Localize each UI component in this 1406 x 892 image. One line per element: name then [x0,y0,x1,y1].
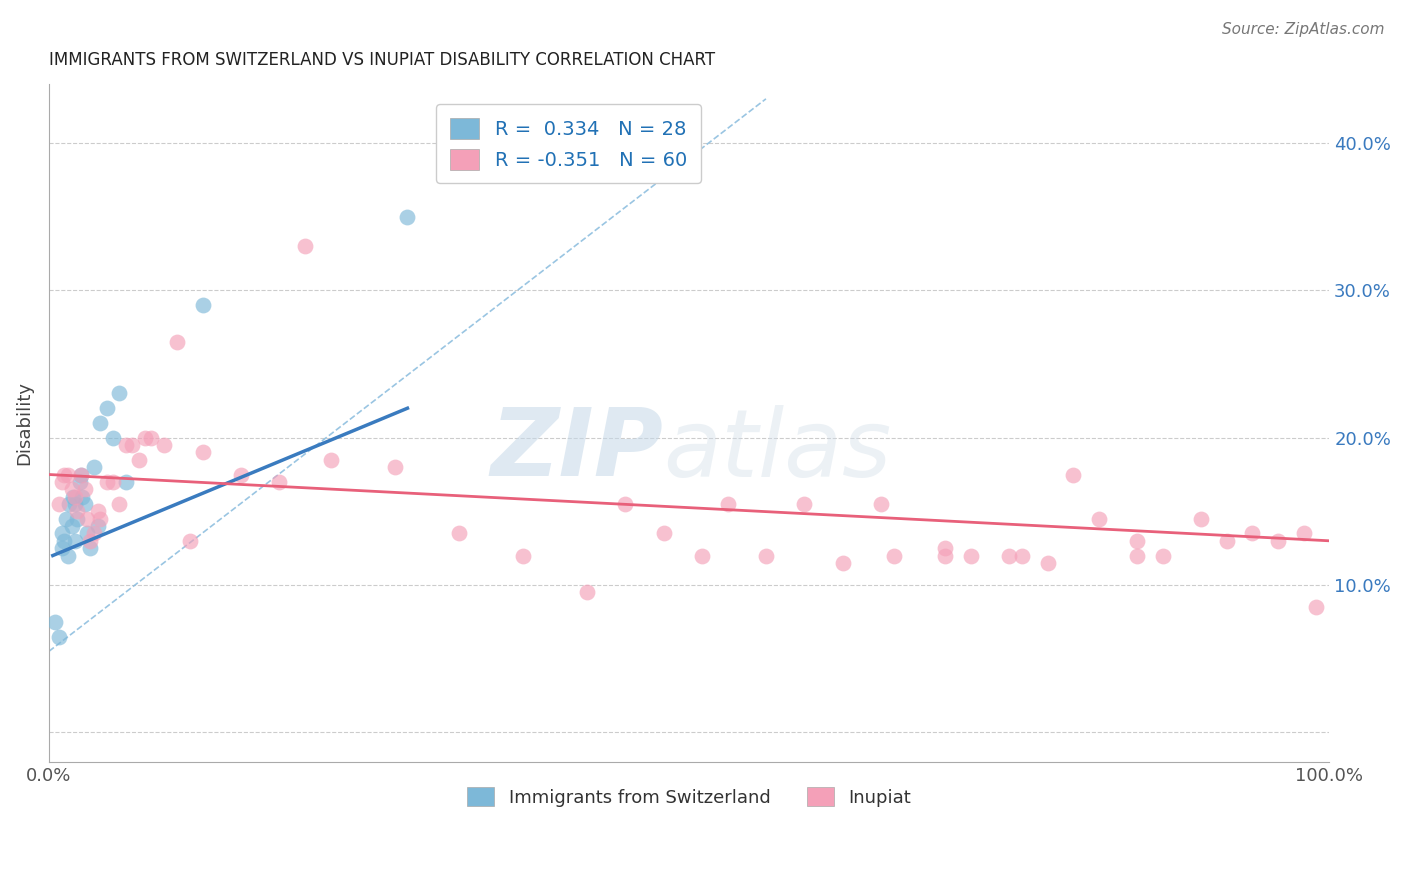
Point [575,585,598,599]
Point [63,490,86,504]
Point [883,549,905,563]
Point [1292,526,1315,541]
Point [831,556,853,570]
Point [1036,556,1059,570]
Point [614,497,637,511]
Point [179,533,201,548]
Point [51,526,73,541]
Point [79,541,101,556]
Point [58,497,80,511]
Point [1152,549,1174,563]
Point [72,490,94,504]
Point [53,467,76,482]
Point [96,475,118,489]
Point [63,497,86,511]
Point [934,541,956,556]
Point [114,475,136,489]
Point [755,549,778,563]
Point [63,533,86,548]
Point [128,452,150,467]
Point [396,210,419,224]
Point [1088,512,1111,526]
Point [76,512,98,526]
Point [108,386,131,401]
Point [86,504,108,518]
Point [108,497,131,511]
Point [66,512,89,526]
Point [716,497,738,511]
Point [83,460,105,475]
Point [86,519,108,533]
Text: Source: ZipAtlas.com: Source: ZipAtlas.com [1222,22,1385,37]
Point [934,549,956,563]
Point [1189,512,1212,526]
Point [512,549,534,563]
Point [1305,600,1327,615]
Point [55,512,77,526]
Point [319,452,342,467]
Point [51,475,73,489]
Point [114,438,136,452]
Point [1062,467,1084,482]
Point [870,497,893,511]
Point [101,475,124,489]
Point [998,549,1021,563]
Point [48,630,70,644]
Legend: Immigrants from Switzerland, Inupiat: Immigrants from Switzerland, Inupiat [460,780,918,814]
Point [73,497,96,511]
Point [79,533,101,548]
Point [1216,533,1239,548]
Point [96,401,118,416]
Y-axis label: Disability: Disability [15,381,32,465]
Point [121,438,143,452]
Point [134,431,156,445]
Text: ZIP: ZIP [491,404,664,496]
Point [793,497,815,511]
Point [153,438,176,452]
Text: IMMIGRANTS FROM SWITZERLAND VS INUPIAT DISABILITY CORRELATION CHART: IMMIGRANTS FROM SWITZERLAND VS INUPIAT D… [49,51,716,69]
Point [1011,549,1033,563]
Point [48,497,70,511]
Point [166,334,188,349]
Point [959,549,981,563]
Point [76,526,98,541]
Point [89,512,111,526]
Point [447,526,470,541]
Point [70,467,93,482]
Point [1126,549,1149,563]
Point [83,526,105,541]
Point [1126,533,1149,548]
Point [141,431,163,445]
Point [56,467,79,482]
Point [53,533,76,548]
Point [229,467,252,482]
Point [60,519,83,533]
Point [269,475,291,489]
Point [652,526,675,541]
Point [51,541,73,556]
Point [191,298,214,312]
Point [60,482,83,496]
Point [66,504,89,518]
Point [70,467,93,482]
Point [56,549,79,563]
Point [1267,533,1289,548]
Point [294,239,316,253]
Point [191,445,214,459]
Point [690,549,713,563]
Text: atlas: atlas [664,405,891,496]
Point [101,431,124,445]
Point [62,490,84,504]
Point [89,416,111,430]
Point [73,482,96,496]
Point [69,475,91,489]
Point [1241,526,1264,541]
Point [384,460,406,475]
Point [44,615,66,629]
